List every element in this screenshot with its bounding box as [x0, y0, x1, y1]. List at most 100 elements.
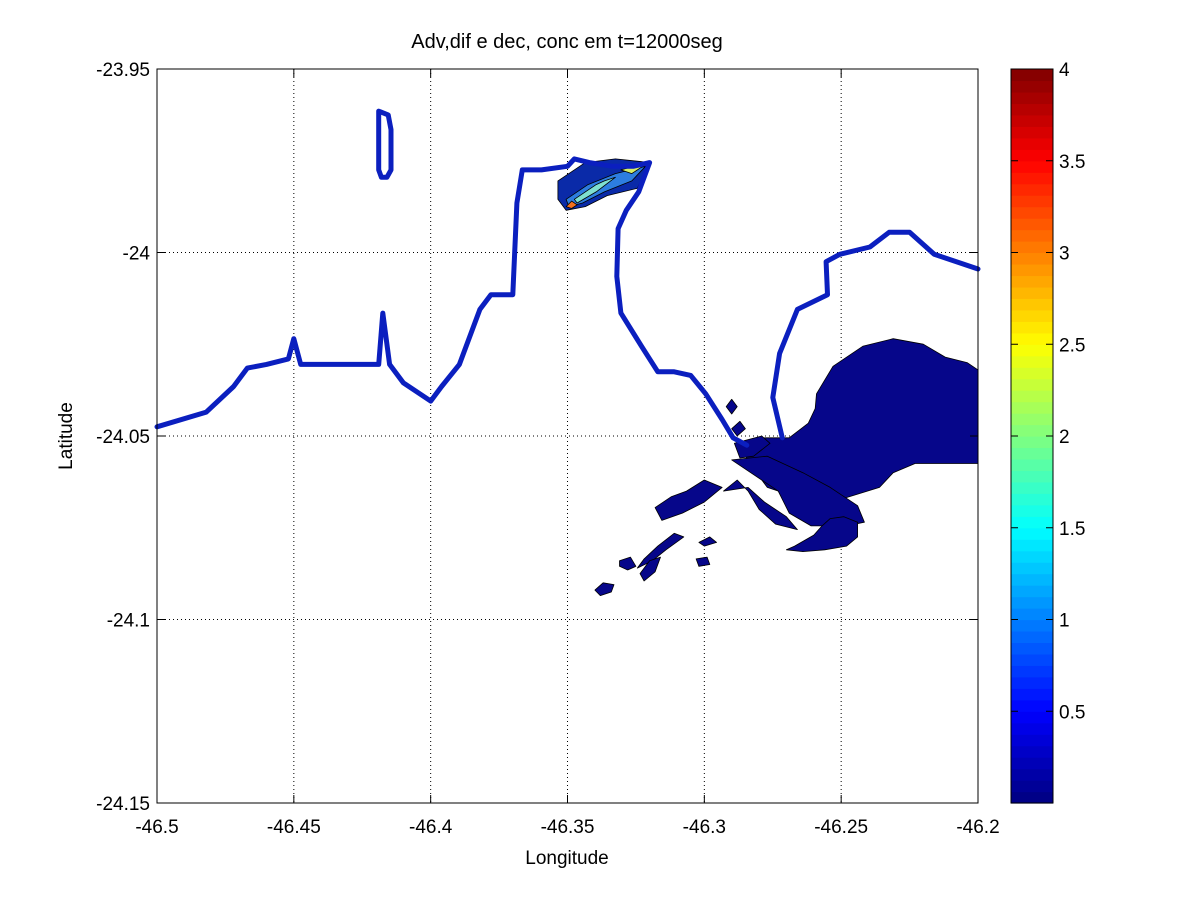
plume-patch: [731, 420, 746, 437]
colorbar-segment: [1011, 608, 1053, 621]
y-tick-label: -24.1: [107, 611, 150, 632]
plume-patch: [786, 516, 858, 552]
x-tick-label: -46.4: [409, 817, 453, 838]
colorbar-segment: [1011, 516, 1053, 529]
y-tick-labels: -23.95 -24 -24.05 -24.1 -24.15: [96, 60, 150, 815]
colorbar-labels: 0.5 1 1.5 2 2.5 3 3.5 4: [1059, 60, 1085, 723]
axis-ticks: [156, 68, 979, 804]
x-axis-label: Longitude: [525, 848, 608, 869]
coastline: [154, 108, 981, 448]
colorbar-segment: [1011, 653, 1053, 666]
plume-contour-level: [565, 200, 578, 209]
y-tick-label: -24.15: [96, 794, 150, 815]
plume-patch: [639, 556, 661, 582]
x-tick-label: -46.5: [135, 817, 178, 838]
plume-patch: [698, 536, 717, 547]
plume-patch: [636, 532, 685, 569]
colorbar-segment: [1011, 734, 1053, 747]
colorbar-segment: [1011, 562, 1053, 575]
plume-patch: [725, 398, 738, 415]
colorbar-segment: [1011, 183, 1053, 196]
colorbar-segment: [1011, 332, 1053, 345]
colorbar-segment: [1011, 172, 1053, 185]
y-tick-label: -23.95: [96, 60, 150, 81]
x-tick-label: -46.2: [956, 817, 999, 838]
colorbar-segment: [1011, 527, 1053, 540]
colorbar-segment: [1011, 149, 1053, 162]
plume-upper: [557, 158, 652, 211]
colorbar-segment: [1011, 355, 1053, 368]
colorbar-segment: [1011, 745, 1053, 758]
colorbar-segment: [1011, 630, 1053, 644]
colorbar-tick-label: 3.5: [1059, 152, 1085, 173]
colorbar-segment: [1011, 504, 1053, 517]
plume-patch: [723, 479, 798, 530]
coastline-island: [376, 108, 394, 180]
colorbar-segment: [1011, 286, 1053, 299]
colorbar-segment: [1011, 69, 1053, 82]
colorbar-segment: [1011, 309, 1053, 322]
colorbar-segment: [1011, 711, 1053, 724]
colorbar-segment: [1011, 344, 1053, 357]
x-tick-labels: -46.5 -46.45 -46.4 -46.35 -46.3 -46.25 -46.2: [135, 817, 999, 838]
colorbar-segment: [1011, 699, 1053, 712]
colorbar-segment: [1011, 390, 1053, 403]
plume-contour-level: [573, 176, 616, 204]
x-tick-label: -46.3: [683, 817, 726, 838]
colorbar-tick-label: 1: [1059, 611, 1070, 632]
y-axis-label: Latitude: [56, 402, 77, 470]
colorbar-segment: [1011, 321, 1053, 334]
colorbar-segment: [1011, 298, 1053, 311]
colorbar-tick-label: 4: [1059, 60, 1070, 81]
colorbar: [1010, 68, 1054, 804]
colorbar-segment: [1011, 539, 1053, 552]
colorbar-tick-label: 2.5: [1059, 335, 1085, 356]
plume-patch: [731, 455, 865, 527]
plume-patch: [695, 556, 711, 567]
colorbar-segment: [1011, 80, 1053, 93]
colorbar-segment: [1011, 378, 1053, 391]
x-tick-label: -46.45: [267, 817, 321, 838]
colorbar-segment: [1011, 160, 1053, 173]
colorbar-segment: [1011, 447, 1053, 460]
y-tick-label: -24.05: [96, 427, 150, 448]
colorbar-segment: [1011, 619, 1053, 632]
colorbar-tick-label: 2: [1059, 427, 1070, 448]
colorbar-segment: [1011, 481, 1053, 494]
colorbar-segment: [1011, 550, 1053, 563]
colorbar-segment: [1011, 596, 1053, 609]
colorbar-segment: [1011, 642, 1053, 655]
colorbar-segment: [1011, 436, 1053, 449]
colorbar-segment: [1011, 126, 1053, 139]
colorbar-segment: [1011, 103, 1053, 116]
colorbar-segment: [1011, 665, 1053, 678]
plume-patch: [654, 479, 723, 521]
coastline-east: [770, 229, 981, 441]
colorbar-segment: [1011, 676, 1053, 689]
colorbar-segment: [1011, 413, 1053, 426]
colorbar-segment: [1011, 493, 1053, 506]
colorbar-segment: [1011, 263, 1053, 277]
colorbar-segment: [1011, 757, 1053, 770]
colorbar-segment: [1011, 722, 1053, 735]
x-tick-label: -46.25: [814, 817, 868, 838]
coastline-main: [154, 156, 750, 448]
colorbar-segment: [1011, 218, 1053, 231]
x-tick-label: -46.35: [541, 817, 595, 838]
plume-patch: [739, 338, 979, 503]
colorbar-segment: [1011, 229, 1053, 242]
colorbar-segment: [1011, 252, 1053, 265]
chart-title: Adv,dif e dec, conc em t=12000seg: [411, 31, 723, 53]
colorbar-segment: [1011, 424, 1053, 437]
colorbar-segment: [1011, 688, 1053, 701]
colorbar-segment: [1011, 91, 1053, 105]
colorbar-segment: [1011, 367, 1053, 380]
y-tick-label: -24: [123, 244, 151, 265]
colorbar-tick-label: 0.5: [1059, 702, 1085, 723]
plume-patch: [594, 582, 615, 596]
colorbar-segment: [1011, 137, 1053, 150]
colorbar-segment: [1011, 780, 1053, 793]
colorbar-segment: [1011, 275, 1053, 288]
plume-main: [594, 338, 979, 596]
colorbar-segment: [1011, 114, 1053, 127]
